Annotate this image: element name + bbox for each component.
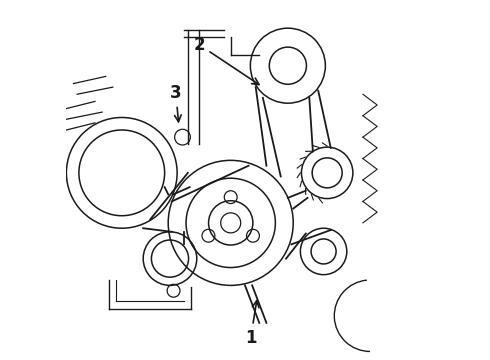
Text: 2: 2 (193, 36, 259, 85)
Text: 3: 3 (170, 84, 182, 122)
Text: 1: 1 (245, 301, 259, 347)
